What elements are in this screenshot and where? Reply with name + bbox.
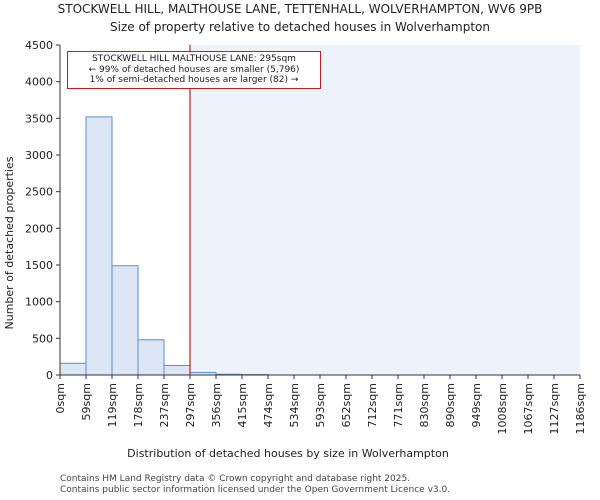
x-tick-label: 949sqm	[470, 383, 483, 427]
y-axis-ticks: 0 500 1000 1500 2000 2500 3000 3500 4000 4500	[25, 39, 60, 382]
bar-59sqm	[85, 116, 113, 376]
x-axis-ticks: 0sqm 59sqm 119sqm 178sqm 237sqm 297sqm 356sqm 4…	[54, 375, 587, 434]
bar-178sqm	[137, 339, 165, 376]
bars	[59, 116, 269, 376]
x-tick-label: 652sqm	[340, 383, 353, 427]
x-tick-label: 356sqm	[210, 383, 223, 427]
annotation-line-1: STOCKWELL HILL MALTHOUSE LANE: 295sqm	[92, 54, 296, 64]
y-tick-label: 1500	[25, 259, 53, 272]
y-tick-label: 4500	[25, 39, 53, 52]
x-tick-label: 119sqm	[106, 383, 119, 427]
x-tick-label: 890sqm	[444, 383, 457, 427]
y-tick-label: 3000	[25, 149, 53, 162]
y-tick-label: 4000	[25, 76, 53, 89]
x-tick-label: 178sqm	[132, 383, 145, 427]
y-tick-label: 3500	[25, 112, 53, 125]
x-tick-label: 830sqm	[418, 383, 431, 427]
x-axis-label: Distribution of detached houses by size …	[127, 447, 449, 460]
footer-line-1: Contains HM Land Registry data © Crown c…	[60, 474, 411, 484]
y-tick-label: 2000	[25, 222, 53, 235]
annotation-box: STOCKWELL HILL MALTHOUSE LANE: 295sqm ← …	[67, 51, 321, 89]
y-tick-label: 2500	[25, 186, 53, 199]
x-tick-label: 593sqm	[314, 383, 327, 427]
x-tick-label: 1186sqm	[574, 383, 587, 434]
larger-region-shading	[190, 45, 580, 375]
bar-0sqm	[59, 362, 87, 376]
x-tick-label: 1127sqm	[548, 383, 561, 434]
x-tick-label: 415sqm	[236, 383, 249, 427]
y-tick-label: 1000	[25, 296, 53, 309]
x-tick-label: 534sqm	[288, 383, 301, 427]
bar-237sqm	[163, 364, 191, 376]
annotation-line-3: 1% of semi-detached houses are larger (8…	[89, 75, 299, 85]
y-tick-label: 0	[46, 369, 53, 382]
footer-line-2: Contains public sector information licen…	[60, 485, 451, 495]
chart-title: STOCKWELL HILL, MALTHOUSE LANE, TETTENHA…	[58, 2, 543, 16]
x-tick-label: 474sqm	[262, 383, 275, 427]
x-tick-label: 771sqm	[392, 383, 405, 427]
y-axis-label: Number of detached properties	[3, 156, 16, 329]
x-tick-label: 297sqm	[184, 383, 197, 427]
annotation-line-2: ← 99% of detached houses are smaller (5,…	[88, 64, 300, 75]
y-tick-label: 500	[32, 332, 53, 345]
chart-subtitle: Size of property relative to detached ho…	[110, 20, 490, 34]
bar-119sqm	[111, 265, 139, 376]
x-tick-label: 59sqm	[80, 383, 93, 420]
x-tick-label: 237sqm	[158, 383, 171, 427]
x-tick-label: 1067sqm	[522, 383, 535, 434]
x-tick-label: 712sqm	[366, 383, 379, 427]
x-tick-label: 1008sqm	[496, 383, 509, 434]
x-tick-label: 0sqm	[54, 383, 67, 413]
